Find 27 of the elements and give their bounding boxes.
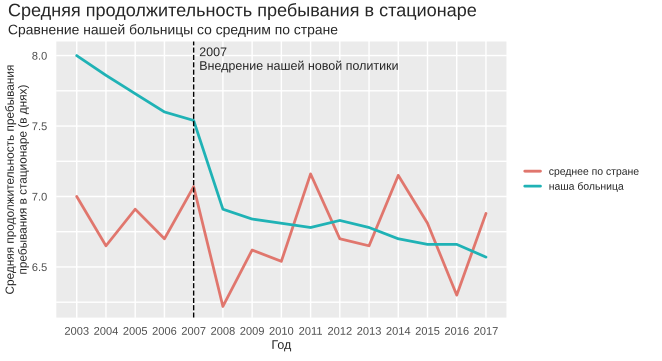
x-tick-label: 2012: [328, 327, 352, 335]
x-axis-title: Год: [272, 340, 292, 352]
y-tick-label: 6.5: [32, 263, 47, 272]
x-tick-label: 2005: [123, 327, 148, 335]
x-tick-label: 2013: [357, 327, 381, 335]
x-tick-label: 2016: [444, 327, 469, 335]
y-axis-title: Средняя продолжительность пребывания пребывания в стационаре (в днях): [5, 65, 30, 294]
chart-subtitle: Сравнение нашей больницы со средним по стране: [8, 24, 338, 38]
legend-label: наша больница: [549, 182, 624, 192]
x-tick-label: 2015: [416, 327, 440, 335]
x-tick-label: 2004: [94, 327, 118, 335]
x-tick-label: 2006: [152, 327, 176, 335]
x-tick-label: 2008: [211, 327, 235, 335]
x-tick-label: 2014: [386, 327, 410, 335]
y-tick-label: 8.0: [32, 52, 47, 60]
line-series: [75, 172, 488, 308]
x-tick-label: 2011: [299, 327, 322, 335]
ref-line-label: 2007 Внедрение нашей новой политики: [200, 47, 398, 72]
chart-title: Средняя продолжительность пребывания в стационаре: [8, 3, 476, 20]
legend-label: среднее по стране: [549, 169, 639, 177]
x-tick-label: 2010: [270, 327, 294, 335]
y-tick-label: 7.5: [32, 122, 47, 130]
x-tick-label: 2009: [240, 327, 264, 335]
y-tick-label: 7.0: [32, 192, 47, 201]
x-tick-label: 2017: [474, 327, 498, 335]
x-tick-label: 2003: [64, 327, 89, 335]
x-tick-label: 2007: [182, 327, 206, 335]
